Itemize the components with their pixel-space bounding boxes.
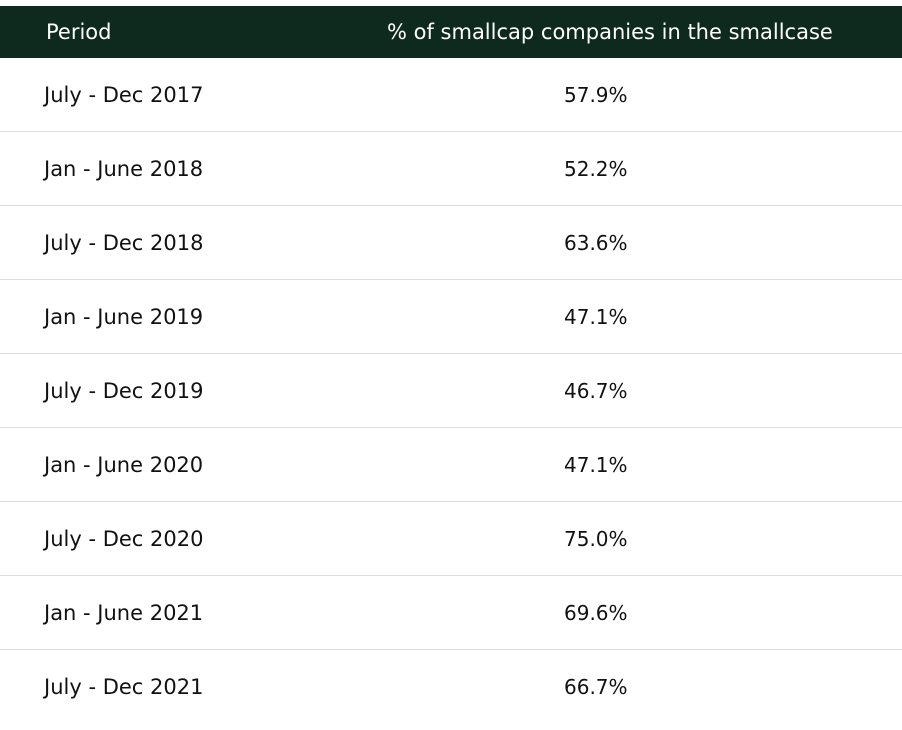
period-cell: Jan - June 2018 [44,157,204,181]
header-period: Period [46,20,112,44]
period-cell: Jan - June 2019 [44,305,204,329]
percentage-cell: 47.1% [564,305,628,329]
period-cell: July - Dec 2019 [44,379,204,403]
table-row: Jan - June 2019 47.1% [0,280,902,354]
table-body: July - Dec 2017 57.9% Jan - June 2018 52… [0,58,902,724]
percentage-cell: 75.0% [564,527,628,551]
percentage-cell: 69.6% [564,601,628,625]
period-cell: July - Dec 2021 [44,675,204,699]
header-smallcap-percentage: % of smallcap companies in the smallcase [387,20,833,44]
period-cell: Jan - June 2021 [44,601,204,625]
table-row: July - Dec 2021 66.7% [0,650,902,724]
table-header: Period % of smallcap companies in the sm… [0,6,902,58]
percentage-cell: 63.6% [564,231,628,255]
table-row: July - Dec 2018 63.6% [0,206,902,280]
percentage-cell: 46.7% [564,379,628,403]
period-cell: July - Dec 2020 [44,527,204,551]
table-row: Jan - June 2021 69.6% [0,576,902,650]
table-row: Jan - June 2020 47.1% [0,428,902,502]
period-cell: July - Dec 2017 [44,83,204,107]
table-row: July - Dec 2020 75.0% [0,502,902,576]
table-row: July - Dec 2017 57.9% [0,58,902,132]
percentage-cell: 66.7% [564,675,628,699]
percentage-cell: 52.2% [564,157,628,181]
table-row: Jan - June 2018 52.2% [0,132,902,206]
period-cell: Jan - June 2020 [44,453,204,477]
table-row: July - Dec 2019 46.7% [0,354,902,428]
percentage-cell: 57.9% [564,83,628,107]
period-cell: July - Dec 2018 [44,231,204,255]
percentage-cell: 47.1% [564,453,628,477]
